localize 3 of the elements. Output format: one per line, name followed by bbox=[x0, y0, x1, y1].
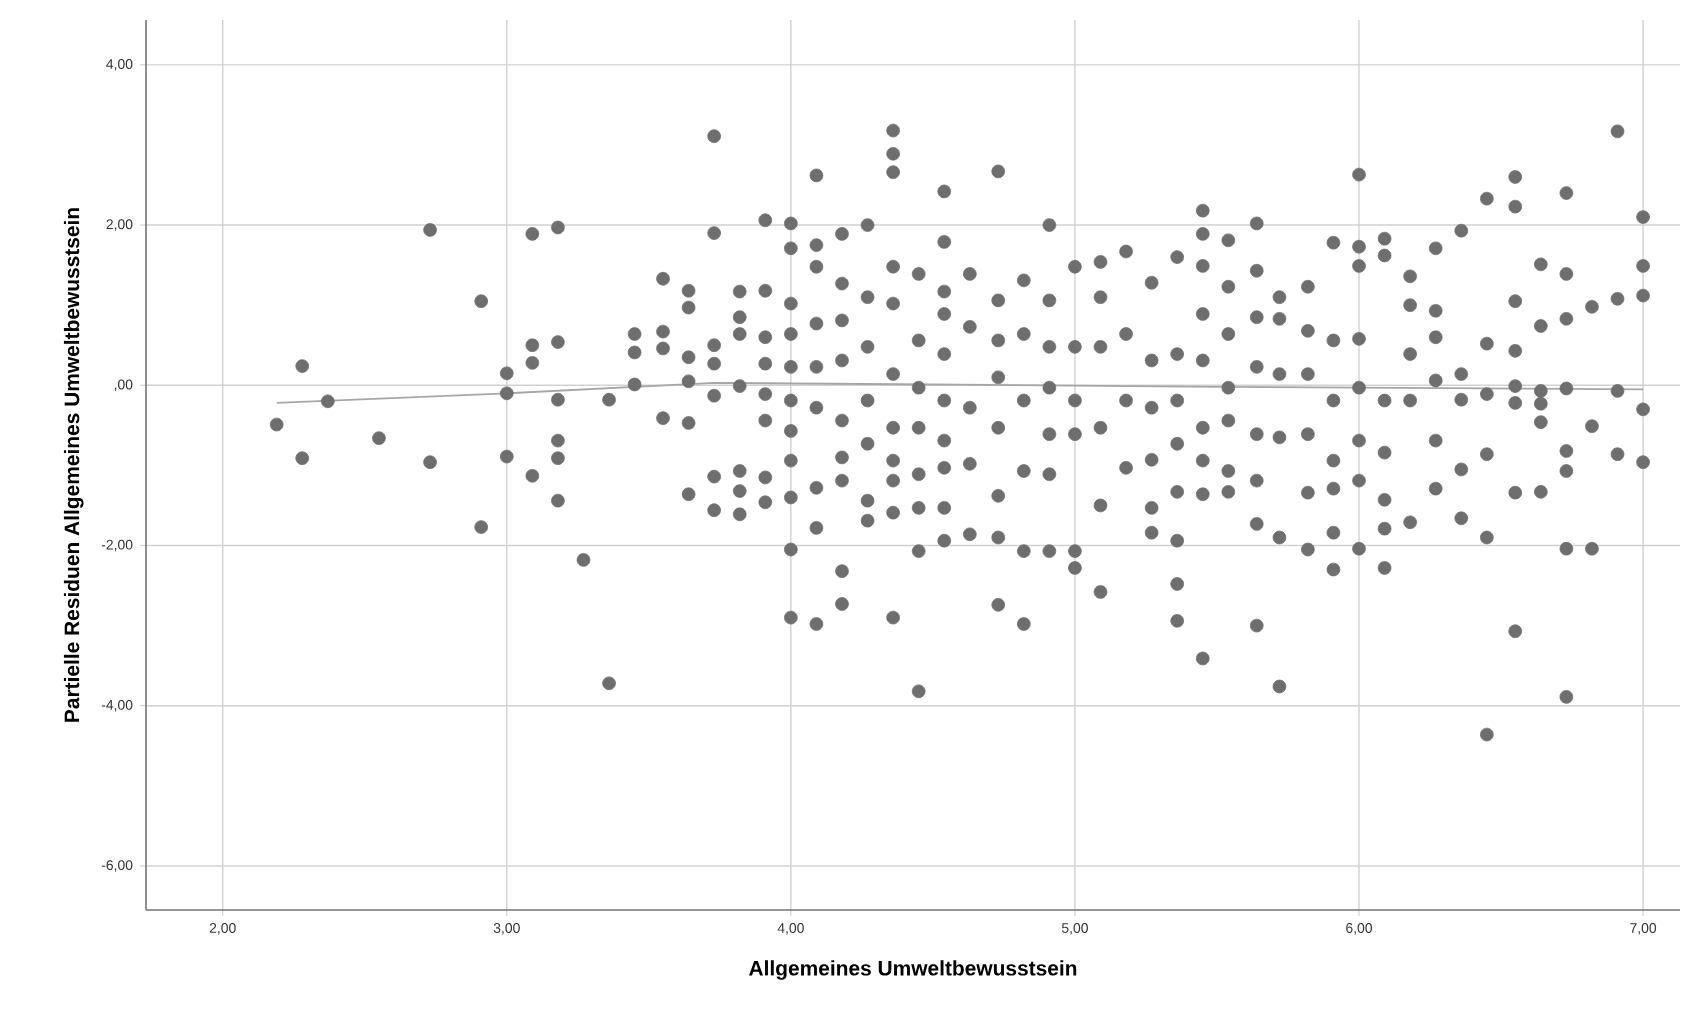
line-series bbox=[275, 381, 1644, 404]
x-axis-title: Allgemeines Umweltbewusstsein bbox=[749, 960, 1077, 980]
y-axis-title: Partielle Residuen Allgemeines Umweltbewusstsein bbox=[63, 208, 84, 722]
